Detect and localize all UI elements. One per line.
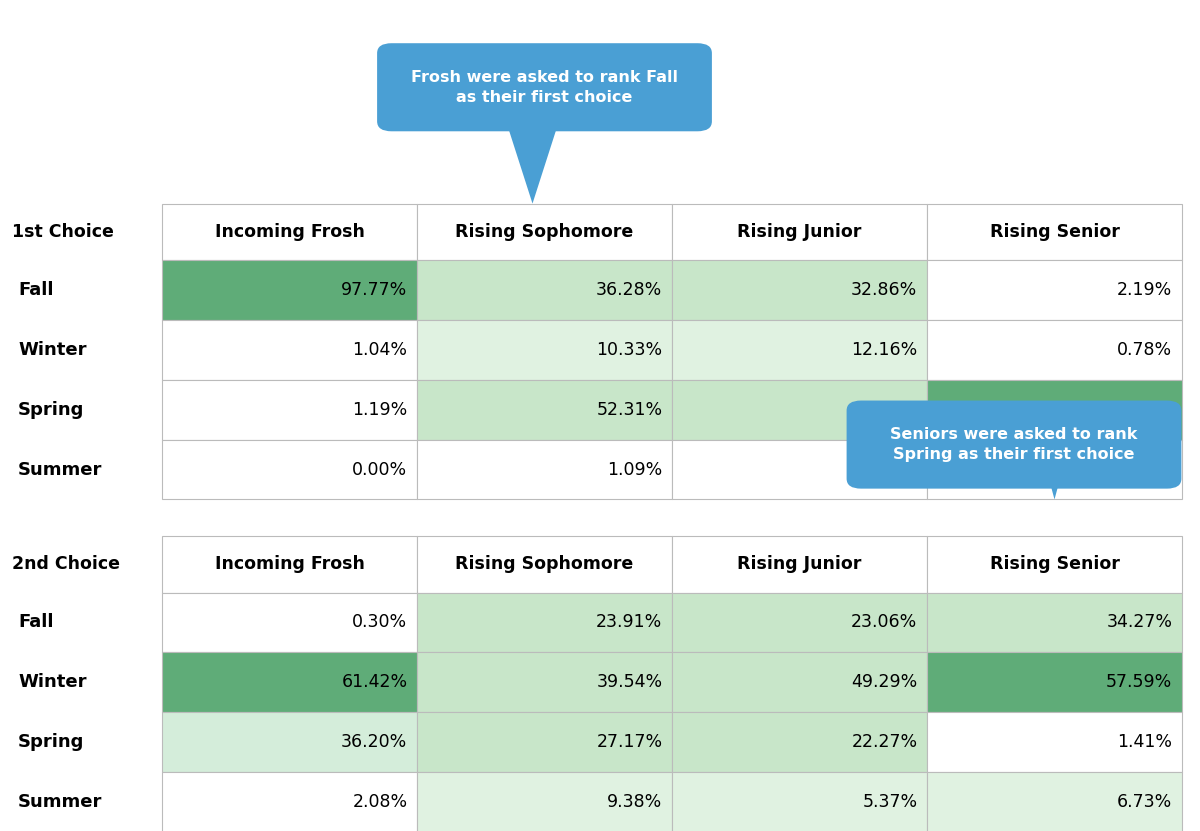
- FancyBboxPatch shape: [377, 43, 712, 131]
- Polygon shape: [1031, 411, 1079, 499]
- Text: 9.38%: 9.38%: [607, 793, 662, 811]
- Text: 1.09%: 1.09%: [607, 460, 662, 479]
- Text: 2nd Choice: 2nd Choice: [12, 555, 120, 573]
- Bar: [928, 260, 1182, 320]
- Text: 0.78%: 0.78%: [1117, 341, 1172, 359]
- Bar: [928, 536, 1182, 593]
- Bar: [672, 772, 928, 831]
- Bar: [418, 536, 672, 593]
- Bar: [672, 380, 928, 440]
- Text: 10.33%: 10.33%: [596, 341, 662, 359]
- Text: Rising Senior: Rising Senior: [990, 223, 1120, 241]
- Text: Rising Sophomore: Rising Sophomore: [455, 223, 634, 241]
- Bar: [928, 204, 1182, 260]
- Bar: [928, 593, 1182, 652]
- Bar: [928, 440, 1182, 499]
- Bar: [928, 652, 1182, 712]
- FancyBboxPatch shape: [847, 401, 1182, 489]
- Bar: [418, 204, 672, 260]
- Text: 2.08%: 2.08%: [353, 793, 408, 811]
- Text: 5.37%: 5.37%: [863, 793, 918, 811]
- Text: Rising Senior: Rising Senior: [990, 555, 1120, 573]
- Bar: [418, 712, 672, 772]
- Bar: [162, 440, 418, 499]
- Text: 22.27%: 22.27%: [851, 733, 918, 751]
- Bar: [418, 440, 672, 499]
- Text: 97.77%: 97.77%: [341, 281, 408, 299]
- Bar: [418, 320, 672, 380]
- Text: 27.17%: 27.17%: [596, 733, 662, 751]
- Text: 36.20%: 36.20%: [341, 733, 408, 751]
- Bar: [672, 320, 928, 380]
- Bar: [162, 260, 418, 320]
- Text: Seniors were asked to rank
Spring as their first choice: Seniors were asked to rank Spring as the…: [890, 427, 1138, 462]
- Bar: [672, 593, 928, 652]
- Text: 36.28%: 36.28%: [596, 281, 662, 299]
- Bar: [928, 712, 1182, 772]
- Text: 1st Choice: 1st Choice: [12, 223, 114, 241]
- Text: 57.59%: 57.59%: [1106, 673, 1172, 691]
- Text: 39.54%: 39.54%: [596, 673, 662, 691]
- Text: Spring: Spring: [18, 733, 84, 751]
- Bar: [672, 536, 928, 593]
- Text: 6.73%: 6.73%: [1117, 793, 1172, 811]
- Bar: [672, 204, 928, 260]
- Text: Frosh were asked to rank Fall
as their first choice: Frosh were asked to rank Fall as their f…: [410, 70, 678, 105]
- Text: Summer: Summer: [18, 460, 102, 479]
- Text: 52.31%: 52.31%: [596, 401, 662, 419]
- Bar: [162, 712, 418, 772]
- Bar: [162, 593, 418, 652]
- Polygon shape: [506, 121, 559, 204]
- Text: Winter: Winter: [18, 341, 86, 359]
- Bar: [418, 380, 672, 440]
- Bar: [928, 380, 1182, 440]
- Text: 1.41%: 1.41%: [1117, 733, 1172, 751]
- Bar: [928, 320, 1182, 380]
- Bar: [162, 652, 418, 712]
- Bar: [672, 260, 928, 320]
- Text: Incoming Frosh: Incoming Frosh: [215, 555, 365, 573]
- Bar: [162, 380, 418, 440]
- Bar: [162, 772, 418, 831]
- Text: 49.29%: 49.29%: [851, 673, 918, 691]
- Bar: [672, 440, 928, 499]
- Text: 23.91%: 23.91%: [596, 613, 662, 632]
- Text: 0.79%: 0.79%: [862, 460, 918, 479]
- Text: 32.86%: 32.86%: [851, 281, 918, 299]
- Bar: [418, 772, 672, 831]
- Text: 0.00%: 0.00%: [1117, 460, 1172, 479]
- Bar: [162, 204, 418, 260]
- Text: 23.06%: 23.06%: [851, 613, 918, 632]
- Text: Summer: Summer: [18, 793, 102, 811]
- Bar: [418, 652, 672, 712]
- Text: 1.04%: 1.04%: [353, 341, 408, 359]
- Text: Spring: Spring: [18, 401, 84, 419]
- Text: 0.00%: 0.00%: [353, 460, 408, 479]
- Text: 54.19%: 54.19%: [851, 401, 918, 419]
- Text: Rising Junior: Rising Junior: [737, 555, 862, 573]
- Text: 34.27%: 34.27%: [1106, 613, 1172, 632]
- Text: Fall: Fall: [18, 281, 54, 299]
- Bar: [162, 320, 418, 380]
- Text: Fall: Fall: [18, 613, 54, 632]
- Text: Winter: Winter: [18, 673, 86, 691]
- Text: 61.42%: 61.42%: [341, 673, 408, 691]
- Bar: [672, 712, 928, 772]
- Text: Incoming Frosh: Incoming Frosh: [215, 223, 365, 241]
- Bar: [162, 536, 418, 593]
- Text: 1.19%: 1.19%: [352, 401, 408, 419]
- Text: 2.19%: 2.19%: [1117, 281, 1172, 299]
- Text: Rising Junior: Rising Junior: [737, 223, 862, 241]
- Bar: [418, 260, 672, 320]
- Bar: [418, 593, 672, 652]
- Text: 97.03%: 97.03%: [1106, 401, 1172, 419]
- Text: 0.30%: 0.30%: [353, 613, 408, 632]
- Text: Rising Sophomore: Rising Sophomore: [455, 555, 634, 573]
- Bar: [928, 772, 1182, 831]
- Text: 12.16%: 12.16%: [851, 341, 918, 359]
- Bar: [672, 652, 928, 712]
